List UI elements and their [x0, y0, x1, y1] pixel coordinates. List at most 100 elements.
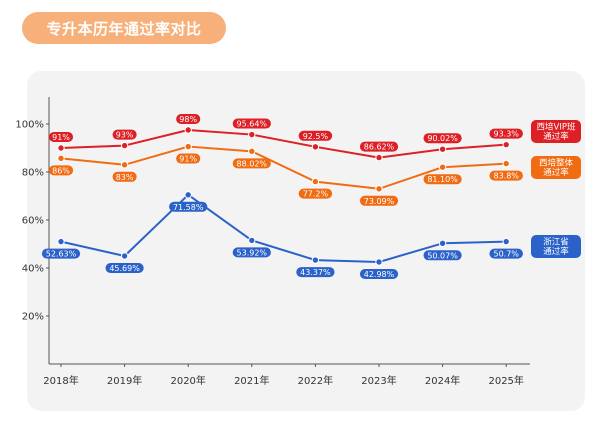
data-label-overall: 83%	[116, 173, 134, 182]
data-label-bg-overall	[359, 195, 399, 206]
y-tick-label: 80%	[22, 168, 44, 179]
y-tick-label: 40%	[22, 264, 44, 275]
data-label-bg-overall	[232, 158, 271, 169]
data-label-overall: 81.10%	[427, 175, 458, 184]
y-tick-label: 20%	[22, 312, 44, 323]
data-label-bg-zhejiang	[169, 201, 208, 212]
data-point-vip	[311, 143, 320, 151]
chart-data-labels: 91% 93% 98% 95.64% 92.5% 86.62% 90.02% 93.3% 86%…	[41, 114, 523, 279]
data-label-vip: 91%	[52, 133, 70, 142]
data-point-zhejiang	[120, 252, 129, 260]
y-tick-label: 100%	[15, 120, 44, 131]
legend-badge-vip	[531, 120, 581, 143]
x-tick-label: 2023年	[361, 374, 396, 387]
data-label-zhejiang: 52.63%	[46, 250, 77, 259]
legend-badge-zhejiang	[531, 235, 581, 258]
y-tick-label: 60%	[22, 216, 44, 227]
data-label-bg-vip	[423, 133, 462, 144]
data-label-vip: 86.62%	[364, 143, 395, 152]
data-label-zhejiang: 42.98%	[364, 270, 395, 279]
data-label-overall: 86%	[52, 166, 70, 175]
x-tick-label: 2021年	[234, 374, 269, 387]
data-label-bg-overall	[489, 170, 523, 181]
series-line-vip	[60, 129, 507, 159]
data-label-bg-zhejiang	[296, 267, 335, 278]
series-line-overall	[60, 145, 507, 190]
data-label-bg-overall	[298, 188, 333, 199]
data-label-zhejiang: 45.69%	[109, 264, 140, 273]
data-label-vip: 92.5%	[303, 132, 329, 141]
data-point-zhejiang	[438, 239, 447, 247]
data-label-bg-vip	[232, 118, 271, 129]
x-tick-label: 2019年	[107, 374, 142, 387]
data-point-zhejiang	[248, 236, 256, 245]
data-point-zhejiang	[375, 258, 383, 266]
data-point-overall	[184, 142, 192, 151]
data-label-zhejiang: 50.7%	[493, 250, 519, 259]
data-point-overall	[438, 163, 447, 171]
data-label-bg-zhejiang	[489, 248, 523, 259]
data-point-vip	[438, 145, 447, 153]
data-label-bg-zhejiang	[359, 269, 399, 279]
data-label-overall: 73.09%	[364, 197, 395, 206]
data-label-vip: 90.02%	[427, 134, 458, 143]
data-label-vip: 93.3%	[493, 130, 519, 139]
data-label-bg-zhejiang	[41, 248, 81, 259]
data-label-vip: 95.64%	[237, 120, 268, 129]
data-label-overall: 91%	[179, 155, 197, 164]
x-tick-label: 2024年	[425, 374, 460, 387]
x-tick-label: 2020年	[170, 374, 205, 387]
page-title: 专升本历年通过率对比	[22, 12, 226, 44]
data-label-bg-vip	[359, 141, 399, 152]
data-point-zhejiang	[57, 237, 65, 246]
legend-label-zhejiang: 通过率	[543, 246, 569, 257]
data-point-vip	[375, 153, 383, 162]
data-label-overall: 88.02%	[237, 159, 268, 168]
legend-label-vip: 西培VIP班	[537, 122, 576, 133]
x-tick-label: 2018年	[43, 374, 78, 387]
data-label-overall: 83.8%	[493, 172, 519, 181]
data-label-zhejiang: 53.92%	[237, 248, 268, 257]
data-label-bg-vip	[298, 130, 333, 141]
data-label-bg-overall	[423, 174, 462, 185]
legend-label-vip: 通过率	[543, 131, 569, 142]
legend-label-overall: 通过率	[543, 167, 569, 178]
data-label-bg-overall	[112, 171, 137, 182]
data-label-bg-vip	[489, 128, 523, 139]
series-line-zhejiang	[60, 193, 507, 263]
chart-ticks: 20% 40% 60% 80% 100% 2018年 2019年 2020年 2021年 2022…	[15, 120, 524, 388]
data-point-vip	[248, 130, 256, 139]
data-label-bg-vip	[48, 132, 74, 142]
data-point-overall	[502, 159, 510, 168]
data-point-vip	[120, 141, 129, 150]
legend-label-zhejiang: 浙江省	[543, 237, 569, 248]
data-label-zhejiang: 71.58%	[173, 203, 204, 212]
data-label-vip: 93%	[116, 131, 134, 140]
data-point-zhejiang	[502, 237, 510, 246]
data-label-bg-overall	[48, 165, 74, 176]
data-label-bg-vip	[176, 114, 201, 124]
data-label-overall: 77.2%	[303, 190, 329, 199]
data-label-zhejiang: 43.37%	[300, 268, 331, 277]
data-point-vip	[184, 126, 192, 134]
data-label-zhejiang: 50.07%	[427, 251, 458, 260]
legend-badge-overall	[531, 156, 581, 179]
data-point-overall	[57, 154, 65, 163]
x-tick-label: 2025年	[488, 374, 523, 387]
data-point-zhejiang	[184, 191, 192, 199]
data-label-bg-zhejiang	[423, 250, 462, 261]
data-point-zhejiang	[311, 256, 320, 264]
data-label-bg-zhejiang	[105, 263, 144, 273]
chart-axes	[48, 97, 530, 365]
data-point-overall	[120, 161, 129, 169]
data-point-overall	[375, 185, 383, 193]
legend-label-overall: 西培整体	[539, 158, 574, 169]
data-label-bg-zhejiang	[232, 247, 271, 258]
data-point-overall	[248, 147, 256, 156]
data-label-bg-vip	[112, 129, 137, 140]
data-point-vip	[502, 140, 510, 149]
data-label-bg-overall	[176, 153, 201, 164]
data-point-vip	[57, 144, 65, 152]
